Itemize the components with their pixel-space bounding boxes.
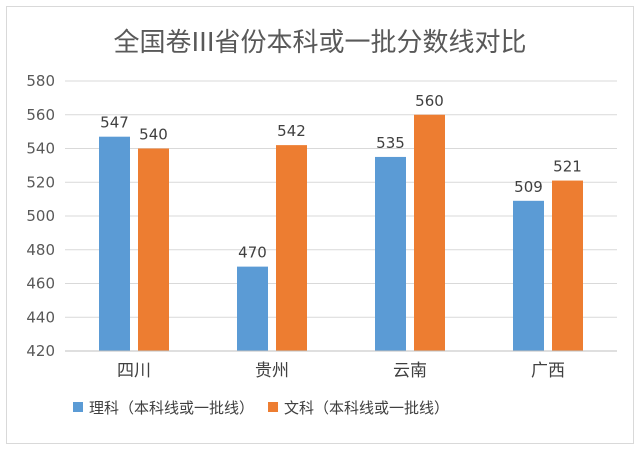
chart-frame: 全国卷III省份本科或一批分数线对比 420 440 460 480 500 520 540… [6, 6, 634, 444]
y-tick-label: 540 [26, 140, 55, 158]
bar [513, 200, 544, 351]
y-tick-label: 460 [26, 275, 55, 293]
data-label: 547 [100, 114, 129, 132]
data-label: 521 [553, 158, 582, 176]
x-tick-label: 云南 [393, 361, 427, 381]
y-axis: 420 440 460 480 500 520 540 560 580 [26, 72, 55, 360]
data-label: 560 [415, 92, 444, 110]
bar [276, 145, 307, 351]
bar [414, 114, 445, 351]
data-labels: 547 540 470 542 535 560 509 521 [100, 92, 582, 262]
y-tick-label: 500 [26, 207, 55, 225]
y-tick-label: 420 [26, 342, 55, 360]
data-label: 540 [139, 126, 168, 144]
bar [138, 148, 169, 351]
legend-swatch [268, 402, 279, 412]
x-tick-label: 广西 [531, 361, 565, 381]
legend: 理科（本科线或一批线） 文科（本科线或一批线） [73, 399, 449, 417]
data-label: 535 [376, 134, 405, 152]
x-tick-label: 四川 [117, 361, 151, 381]
bars [99, 114, 583, 351]
bar [237, 266, 268, 351]
bar [375, 156, 406, 351]
data-label: 470 [238, 244, 267, 262]
y-tick-label: 580 [26, 72, 55, 90]
bar [552, 180, 583, 351]
legend-label: 理科（本科线或一批线） [89, 399, 254, 417]
data-label: 542 [277, 122, 306, 140]
x-tick-label: 贵州 [255, 361, 289, 381]
x-axis: 四川 贵州 云南 广西 [65, 350, 617, 381]
data-label: 509 [514, 178, 543, 196]
y-tick-label: 440 [26, 308, 55, 326]
chart-title: 全国卷III省份本科或一批分数线对比 [113, 28, 526, 58]
y-tick-label: 480 [26, 241, 55, 259]
legend-label: 文科（本科线或一批线） [284, 399, 449, 417]
chart-canvas: 全国卷III省份本科或一批分数线对比 420 440 460 480 500 520 540… [26, 28, 617, 417]
bar [99, 136, 130, 351]
y-tick-label: 520 [26, 173, 55, 191]
legend-swatch [73, 402, 83, 412]
y-tick-label: 560 [26, 106, 55, 124]
